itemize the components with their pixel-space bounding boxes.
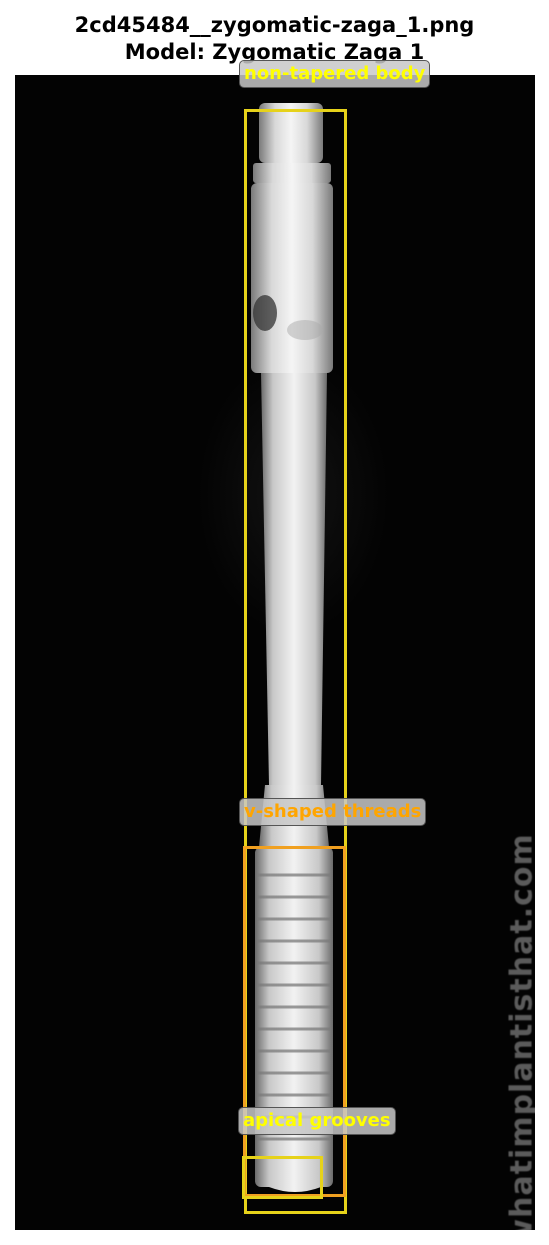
figure-title: 2cd45484__zygomatic-zaga_1.png Model: Zy… bbox=[0, 12, 549, 66]
watermark-text: whatimplantisthat.com bbox=[504, 833, 536, 1230]
bbox-non-tapered-body bbox=[244, 109, 347, 1214]
bbox-apical-grooves bbox=[242, 1156, 323, 1199]
label-v-shaped-threads: v-shaped threads bbox=[239, 798, 427, 826]
bbox-v-shaped-threads bbox=[243, 846, 346, 1197]
figure-title-filename: 2cd45484__zygomatic-zaga_1.png bbox=[74, 13, 475, 37]
label-non-tapered-body: non-tapered body bbox=[239, 60, 431, 88]
xray-image-panel: whatimplantisthat.com bbox=[15, 75, 535, 1230]
label-apical-grooves: apical grooves bbox=[238, 1107, 396, 1135]
